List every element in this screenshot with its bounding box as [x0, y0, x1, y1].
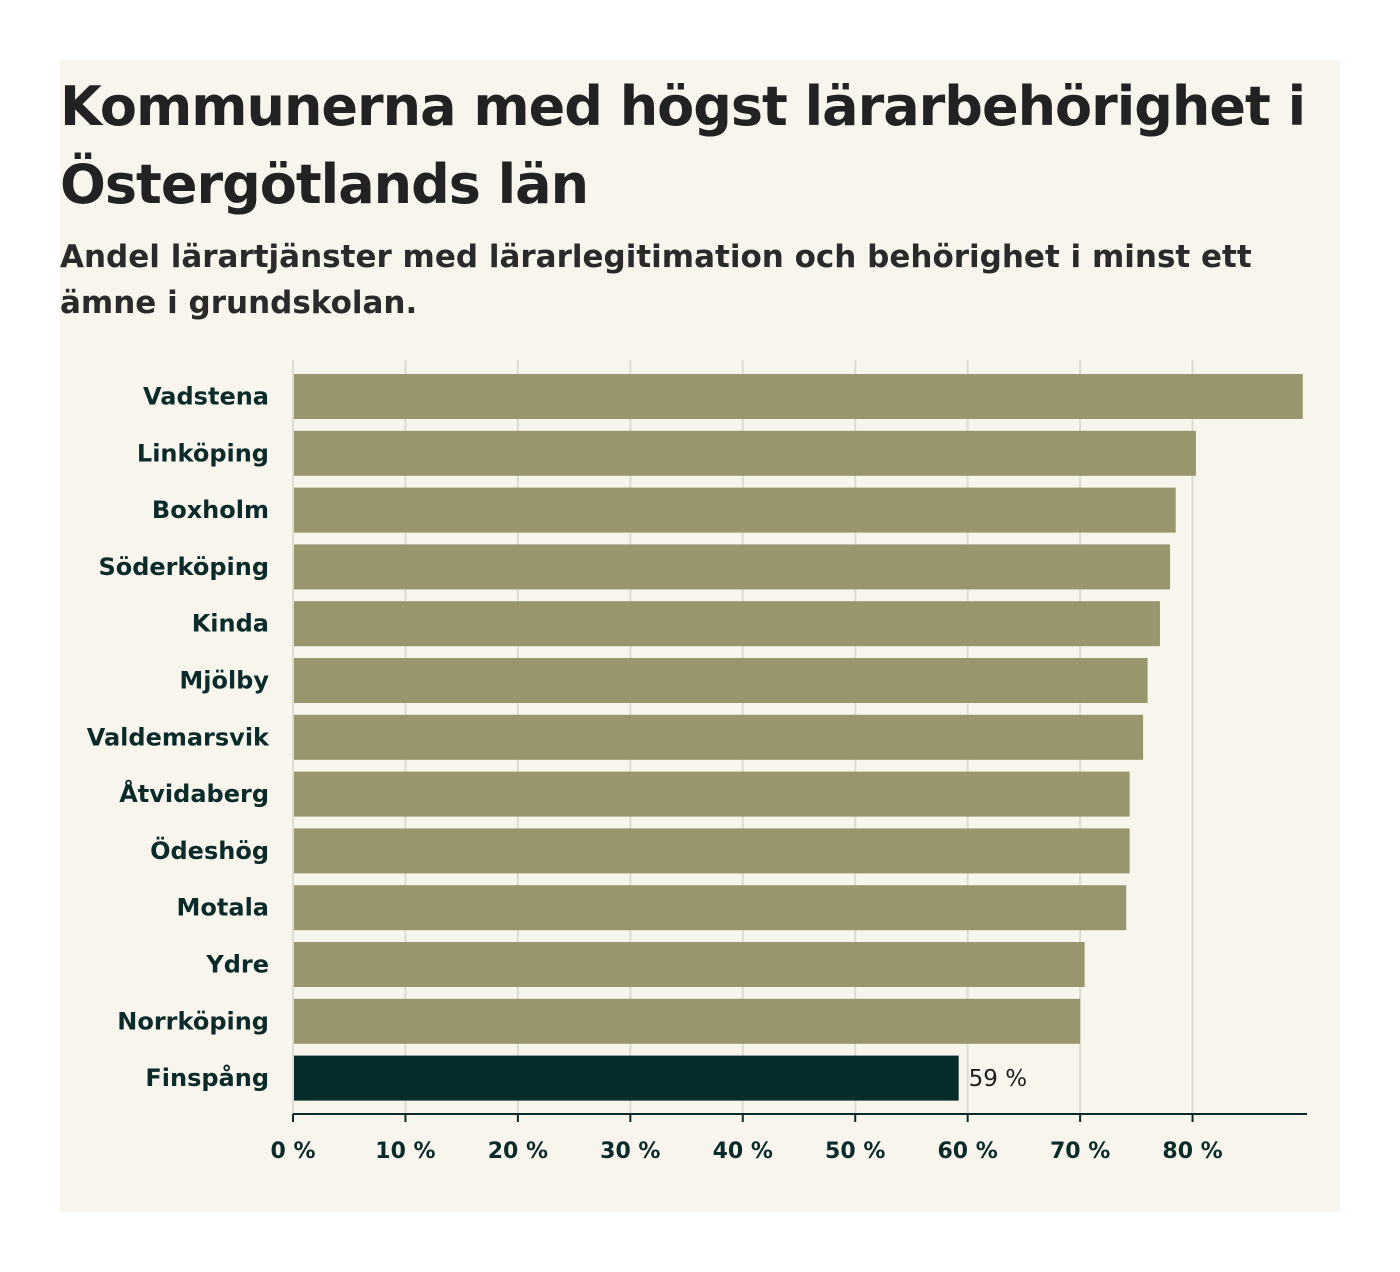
bar-vadstena — [293, 374, 1303, 419]
category-label: Linköping — [137, 439, 269, 467]
chart-title: Kommunerna med högst lärarbehörighet i Ö… — [60, 75, 1306, 216]
category-label: Söderköping — [98, 553, 269, 581]
category-label: Ödeshög — [150, 835, 269, 865]
bar-norrköping — [293, 998, 1081, 1044]
category-label: Åtvidaberg — [119, 779, 269, 808]
category-label: Motala — [177, 894, 269, 922]
category-label: Norrköping — [117, 1007, 269, 1035]
x-tick-label: 0 % — [270, 1139, 315, 1164]
bar-motala — [293, 885, 1127, 931]
x-tick-label: 70 % — [1050, 1139, 1110, 1164]
bar-ödeshög — [293, 828, 1130, 874]
category-label: Vadstena — [143, 383, 269, 411]
bar-ydre — [293, 942, 1085, 987]
x-tick-label: 60 % — [938, 1139, 998, 1164]
bar-åtvidaberg — [293, 771, 1130, 817]
category-label: Mjölby — [179, 667, 269, 695]
bar-linköping — [293, 430, 1196, 476]
category-label: Boxholm — [152, 496, 269, 524]
bar-mjölby — [293, 658, 1148, 703]
x-tick-label: 30 % — [600, 1139, 660, 1164]
bar-finspång — [293, 1055, 959, 1101]
bar-kinda — [293, 601, 1160, 647]
category-label: Ydre — [205, 951, 269, 979]
bar-valdemarsvik — [293, 714, 1144, 760]
x-tick-label: 50 % — [825, 1139, 885, 1164]
x-tick-label: 10 % — [375, 1139, 435, 1164]
x-tick-label: 40 % — [713, 1139, 773, 1164]
bar-söderköping — [293, 544, 1171, 590]
bar-chart: Vadstena Linköping Boxholm Söderköping Kinda… — [87, 360, 1307, 1164]
chart-card: Kommunerna med högst lärarbehörighet i Ö… — [60, 60, 1340, 1212]
x-tick-label: 80 % — [1162, 1139, 1222, 1164]
chart-subtitle: Andel lärartjänster med lärarlegitimatio… — [60, 239, 1252, 321]
category-label: Kinda — [192, 610, 269, 638]
data-label: 59 % — [969, 1066, 1027, 1092]
category-label: Valdemarsvik — [87, 723, 270, 751]
category-label: Finspång — [145, 1063, 269, 1092]
bar-boxholm — [293, 487, 1176, 533]
x-tick-label: 20 % — [488, 1139, 548, 1164]
